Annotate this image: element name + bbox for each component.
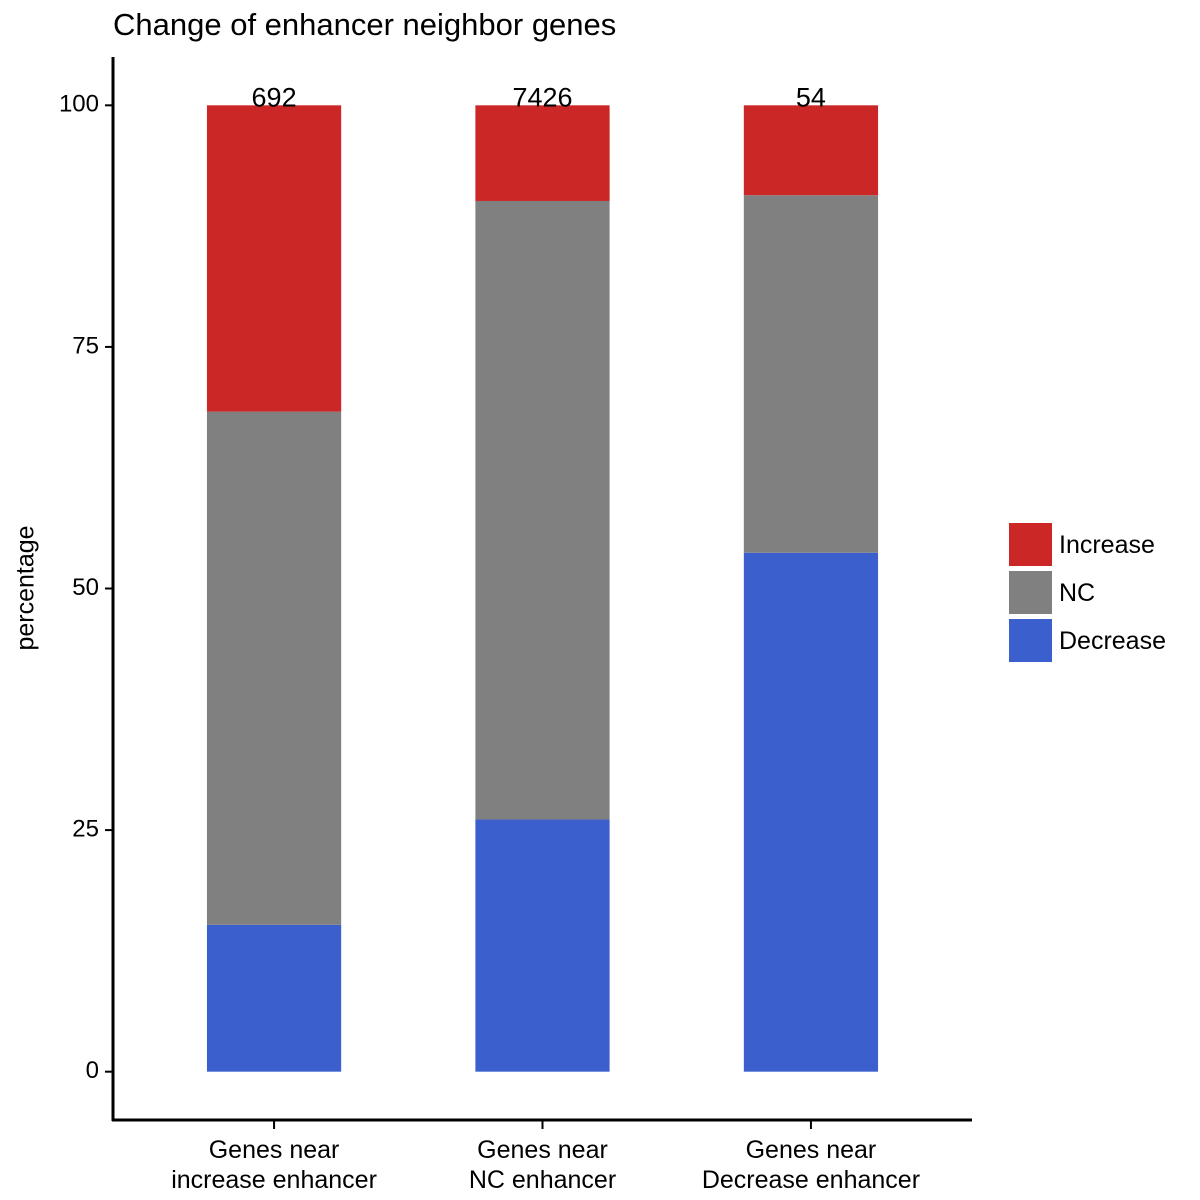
bar-segment bbox=[206, 924, 342, 1072]
total-label: 692 bbox=[252, 82, 297, 112]
bar-segment bbox=[743, 105, 879, 196]
x-tick-label: Genes near NC enhancer bbox=[468, 1136, 617, 1194]
y-tick-label: 50 bbox=[72, 574, 99, 601]
bar-segment bbox=[743, 195, 879, 553]
bar-segment bbox=[475, 105, 610, 201]
y-tick-label: 75 bbox=[72, 332, 99, 359]
bar-segment bbox=[206, 411, 342, 925]
bar-segment bbox=[475, 819, 610, 1072]
legend-label: Increase bbox=[1059, 531, 1155, 559]
total-label: 7426 bbox=[512, 82, 572, 112]
legend-label: NC bbox=[1059, 579, 1095, 607]
chart-title: Change of enhancer neighbor genes bbox=[113, 7, 616, 42]
legend-swatch bbox=[1009, 571, 1052, 614]
bar-segment bbox=[475, 200, 610, 820]
y-tick-label: 100 bbox=[59, 91, 99, 118]
legend-swatch bbox=[1009, 523, 1052, 566]
bar-segment bbox=[743, 552, 879, 1072]
y-tick-label: 0 bbox=[86, 1057, 99, 1084]
x-tick-label: Genes near Decrease enhancer bbox=[701, 1136, 921, 1194]
bar-segment bbox=[206, 105, 342, 412]
legend-label: Decrease bbox=[1059, 627, 1166, 655]
y-axis-label: percentage bbox=[12, 525, 40, 650]
x-tick-label: Genes near increase enhancer bbox=[171, 1136, 377, 1194]
total-label: 54 bbox=[796, 82, 826, 112]
legend-swatch bbox=[1009, 619, 1052, 662]
y-tick-label: 25 bbox=[72, 815, 99, 842]
